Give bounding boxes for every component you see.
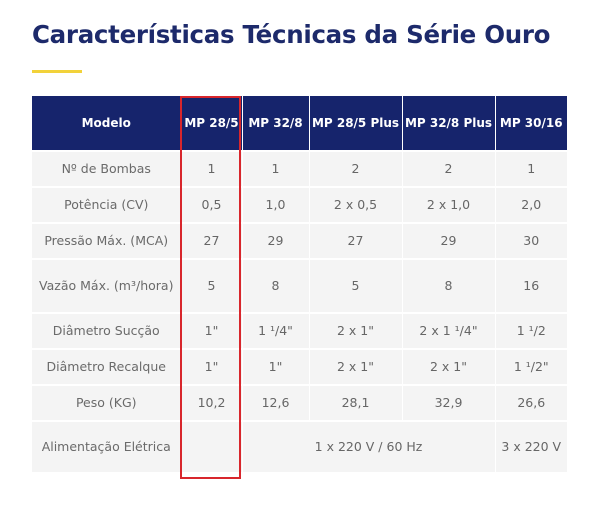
table-cell: 10,2	[181, 384, 243, 421]
table-cell: 2 x 1"	[309, 312, 403, 349]
table-row: Nº de Bombas 1 1 2 2 1	[32, 150, 567, 187]
header-mp-32-8-plus: MP 32/8 Plus	[402, 96, 496, 151]
table-cell: 29	[242, 222, 310, 259]
row-label: Potência (CV)	[32, 186, 182, 223]
table-row: Vazão Máx. (m³/hora) 5 8 5 8 16	[32, 258, 567, 313]
table-cell: 32,9	[402, 384, 496, 421]
row-label: Diâmetro Sucção	[32, 312, 182, 349]
table-cell: 1	[242, 150, 310, 187]
table-cell-empty	[181, 420, 243, 472]
table-cell: 1"	[181, 312, 243, 349]
table-cell: 1	[495, 150, 567, 187]
table-row: Peso (KG) 10,2 12,6 28,1 32,9 26,6	[32, 384, 567, 421]
table-cell: 26,6	[495, 384, 567, 421]
header-mp-30-16: MP 30/16	[495, 96, 567, 151]
table-cell: 2 x 0,5	[309, 186, 403, 223]
spec-table: Modelo MP 28/5 MP 32/8 MP 28/5 Plus MP 3…	[32, 96, 567, 472]
table-cell: 8	[242, 258, 310, 313]
table-cell: 1 ¹/2	[495, 312, 567, 349]
table-header-row: Modelo MP 28/5 MP 32/8 MP 28/5 Plus MP 3…	[32, 96, 567, 151]
table-cell: 1 ¹/4"	[242, 312, 310, 349]
table-cell: 5	[181, 258, 243, 313]
row-label: Pressão Máx. (MCA)	[32, 222, 182, 259]
merged-cell: 1 x 220 V / 60 Hz	[242, 420, 496, 472]
table-cell: 0,5	[181, 186, 243, 223]
table-cell: 27	[309, 222, 403, 259]
table-row: Pressão Máx. (MCA) 27 29 27 29 30	[32, 222, 567, 259]
header-modelo: Modelo	[32, 96, 182, 151]
page-title: Características Técnicas da Série Ouro	[32, 20, 551, 49]
table-cell: 1"	[242, 348, 310, 385]
table-cell: 27	[181, 222, 243, 259]
table-cell: 3 x 220 V	[495, 420, 567, 472]
table-row: Potência (CV) 0,5 1,0 2 x 0,5 2 x 1,0 2,…	[32, 186, 567, 223]
table-cell: 2 x 1,0	[402, 186, 496, 223]
header-mp-28-5: MP 28/5	[181, 96, 243, 151]
table-cell: 2,0	[495, 186, 567, 223]
table-row: Alimentação Elétrica 1 x 220 V / 60 Hz 3…	[32, 420, 567, 472]
row-label: Peso (KG)	[32, 384, 182, 421]
table-row: Diâmetro Sucção 1" 1 ¹/4" 2 x 1" 2 x 1 ¹…	[32, 312, 567, 349]
table-cell: 28,1	[309, 384, 403, 421]
table-cell: 2 x 1"	[402, 348, 496, 385]
title-underline	[32, 70, 82, 73]
table-row: Diâmetro Recalque 1" 1" 2 x 1" 2 x 1" 1 …	[32, 348, 567, 385]
table-cell: 2 x 1 ¹/4"	[402, 312, 496, 349]
row-label: Vazão Máx. (m³/hora)	[32, 258, 182, 313]
table-cell: 12,6	[242, 384, 310, 421]
table-cell: 1"	[181, 348, 243, 385]
table-cell: 1 ¹/2"	[495, 348, 567, 385]
table-cell: 8	[402, 258, 496, 313]
table-cell: 2	[309, 150, 403, 187]
row-label: Alimentação Elétrica	[32, 420, 182, 472]
table-cell: 5	[309, 258, 403, 313]
table-cell: 1	[181, 150, 243, 187]
table-cell: 16	[495, 258, 567, 313]
table-cell: 1,0	[242, 186, 310, 223]
row-label: Nº de Bombas	[32, 150, 182, 187]
header-mp-32-8: MP 32/8	[242, 96, 310, 151]
table-cell: 29	[402, 222, 496, 259]
row-label: Diâmetro Recalque	[32, 348, 182, 385]
header-mp-28-5-plus: MP 28/5 Plus	[309, 96, 403, 151]
table-cell: 2 x 1"	[309, 348, 403, 385]
table-cell: 2	[402, 150, 496, 187]
table-cell: 30	[495, 222, 567, 259]
